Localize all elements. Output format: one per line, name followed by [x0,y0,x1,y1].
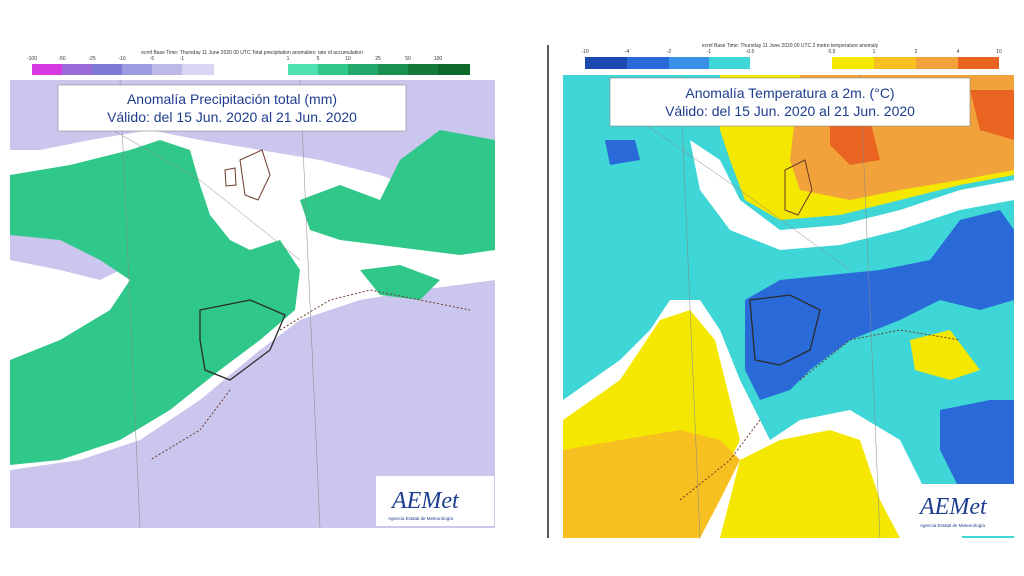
legend-label: 10 [345,56,351,62]
legend-label: -4 [625,49,630,55]
legend-label: -0.5 [746,49,755,55]
legend-labels: -10 -4 -2 -1 -0.5 0.5 1 2 4 10 [581,49,1002,55]
legend-label: -1 [180,56,185,62]
legend-label: 4 [957,49,960,55]
legend-label: -100 [27,56,37,62]
legend-label: -2 [667,49,672,55]
map-header: ecmf Base Time: Thursday 11 June 2020 00… [702,43,879,49]
legend-label: -5 [150,56,155,62]
legend-bar [32,64,470,75]
legend-label: -10 [118,56,125,62]
map-subtitle: Válido: del 15 Jun. 2020 al 21 Jun. 2020 [107,109,357,125]
legend-bar [585,57,999,69]
legend-label: 0.5 [829,49,836,55]
legend-label: 2 [915,49,918,55]
logo-box [376,476,494,526]
precipitation-map [10,80,495,528]
title-box [57,84,407,132]
legend-label: 10 [996,49,1002,55]
logo-caption: Agencia Estatal de Meteorología [388,516,454,521]
logo: AEMet [390,488,460,514]
legend-label: 1 [287,56,290,62]
temperature-map [563,75,1014,538]
map-subtitle: Válido: del 15 Jun. 2020 al 21 Jun. 2020 [665,103,915,119]
legend-label: -25 [88,56,95,62]
legend-label: 1 [873,49,876,55]
logo-caption: Agencia Estatal de Meteorología [920,523,986,528]
legend-label: -50 [58,56,65,62]
legend-labels: -100 -50 -25 -10 -5 -1 1 5 10 25 50 100 [27,56,442,62]
logo: AEMet [918,494,988,520]
legend-label: 25 [375,56,381,62]
map-header: ecmf Base Time: Thursday 11 June 2020 00… [141,50,363,56]
map-title: Anomalía Precipitación total (mm) [127,91,337,107]
legend-label: 5 [317,56,320,62]
legend-label: -1 [707,49,712,55]
title-box [609,77,971,127]
legend-label: 50 [405,56,411,62]
legend-label: -10 [581,49,588,55]
map-title: Anomalía Temperatura a 2m. (°C) [685,85,894,101]
logo-box [914,484,1014,536]
legend-label: 100 [434,56,443,62]
